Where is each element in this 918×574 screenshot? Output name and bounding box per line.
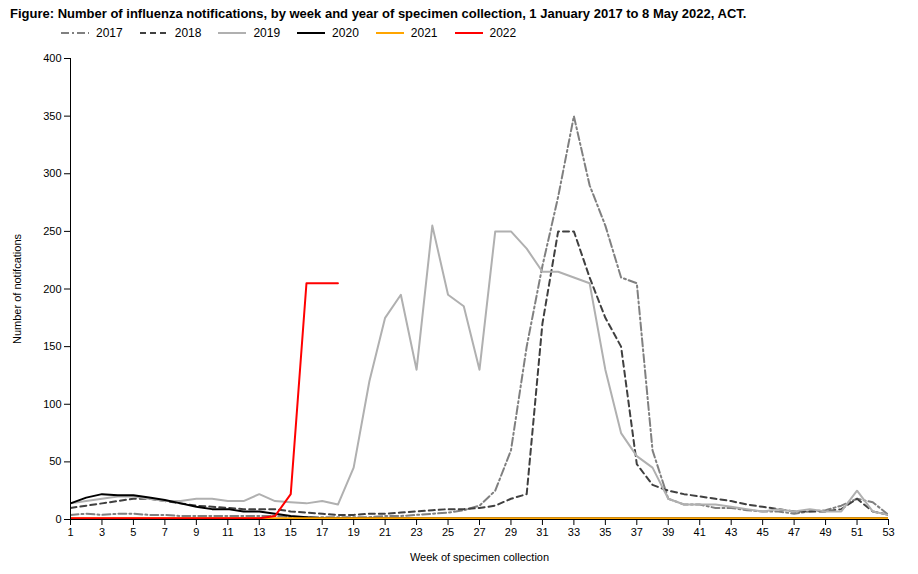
html-text:2022: 2022 xyxy=(489,26,517,41)
svg-text:11: 11 xyxy=(222,527,233,539)
html-text:2021: 2021 xyxy=(410,26,438,41)
svg-text:27: 27 xyxy=(473,527,485,539)
svg-text:37: 37 xyxy=(631,527,643,539)
svg-text:250: 250 xyxy=(43,225,61,237)
html-text:2020: 2020 xyxy=(332,26,359,41)
svg-text:35: 35 xyxy=(599,527,611,539)
svg-text:53: 53 xyxy=(882,527,894,539)
svg-text:39: 39 xyxy=(662,527,674,539)
svg-text:25: 25 xyxy=(442,527,454,539)
svg-text:350: 350 xyxy=(43,110,61,122)
svg-text:7: 7 xyxy=(162,527,168,539)
svg-text:Week of specimen collection: Week of specimen collection xyxy=(410,551,549,563)
svg-text:29: 29 xyxy=(505,527,517,539)
svg-text:9: 9 xyxy=(193,527,199,539)
svg-text:150: 150 xyxy=(43,340,61,352)
svg-text:200: 200 xyxy=(43,283,61,295)
svg-text:15: 15 xyxy=(285,527,297,539)
svg-text:45: 45 xyxy=(757,527,769,539)
svg-text:50: 50 xyxy=(49,456,61,468)
html-text:2018: 2018 xyxy=(174,26,202,41)
svg-text:41: 41 xyxy=(694,527,706,539)
svg-text:Number of notifcations: Number of notifcations xyxy=(11,234,23,345)
svg-text:51: 51 xyxy=(851,527,863,539)
html-text:2019: 2019 xyxy=(253,26,281,41)
svg-text:3: 3 xyxy=(99,527,105,539)
svg-text:49: 49 xyxy=(819,527,831,539)
svg-text:21: 21 xyxy=(379,527,391,539)
svg-text:100: 100 xyxy=(43,398,61,410)
svg-text:13: 13 xyxy=(253,527,265,539)
svg-text:1: 1 xyxy=(67,527,73,539)
svg-text:33: 33 xyxy=(568,527,580,539)
html-text:Figure: Number of influenza no: Figure: Number of influenza notification… xyxy=(10,6,747,21)
svg-text:17: 17 xyxy=(316,527,328,539)
svg-text:47: 47 xyxy=(788,527,800,539)
svg-text:31: 31 xyxy=(536,527,548,539)
svg-text:300: 300 xyxy=(43,168,61,180)
svg-text:43: 43 xyxy=(725,527,737,539)
html-text:2017: 2017 xyxy=(96,26,123,41)
svg-text:0: 0 xyxy=(55,513,61,525)
svg-text:19: 19 xyxy=(348,527,360,539)
svg-text:400: 400 xyxy=(43,52,61,64)
svg-text:23: 23 xyxy=(410,527,422,539)
svg-text:5: 5 xyxy=(130,527,136,539)
